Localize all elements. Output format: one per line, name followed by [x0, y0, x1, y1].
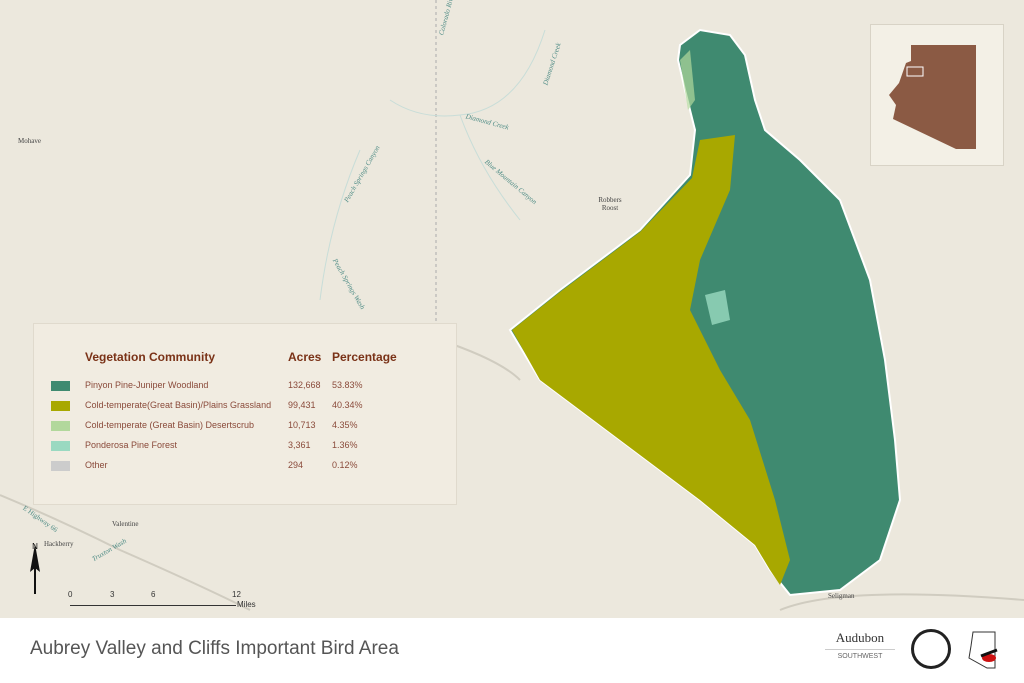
- scale-tick-label: 12: [232, 590, 241, 599]
- legend-label: Other: [85, 460, 108, 470]
- legend-panel: Vegetation Community Acres Percentage Pi…: [33, 323, 457, 505]
- legend-row: Ponderosa Pine Forest 3,361 1.36%: [34, 440, 454, 454]
- scale-tick-label: 0: [68, 590, 73, 599]
- legend-acres: 99,431: [288, 400, 316, 410]
- place-label: Hackberry: [44, 540, 74, 548]
- vegetation-desertscrub: [680, 50, 695, 110]
- map-title: Aubrey Valley and Cliffs Important Bird …: [30, 638, 399, 659]
- map-canvas[interactable]: Mohave Robbers Roost Valentine Hackberry…: [0, 0, 1024, 618]
- creek: [319, 149, 361, 301]
- legend-header-percentage: Percentage: [332, 350, 397, 364]
- legend-swatch: [51, 461, 70, 471]
- legend-acres: 10,713: [288, 420, 316, 430]
- arizona-game-fish-logo: [911, 629, 951, 669]
- legend-label: Ponderosa Pine Forest: [85, 440, 178, 450]
- legend-header-acres: Acres: [288, 350, 322, 364]
- legend-label: Pinyon Pine-Juniper Woodland: [85, 380, 209, 390]
- legend-acres: 132,668: [288, 380, 321, 390]
- legend-percentage: 53.83%: [332, 380, 363, 390]
- arizona-state-shape: [889, 45, 976, 149]
- locator-inset-map: [870, 24, 1004, 166]
- legend-row: Pinyon Pine-Juniper Woodland 132,668 53.…: [34, 380, 454, 394]
- legend-percentage: 4.35%: [332, 420, 358, 430]
- legend-label: Cold-temperate(Great Basin)/Plains Grass…: [85, 400, 272, 410]
- legend-swatch: [51, 381, 70, 391]
- map-graphics: [0, 0, 1024, 611]
- legend-percentage: 0.12%: [332, 460, 358, 470]
- legend-swatch: [51, 421, 70, 431]
- place-label: Mohave: [18, 137, 41, 145]
- legend-header-community: Vegetation Community: [85, 350, 216, 364]
- legend-row: Other 294 0.12%: [34, 460, 454, 474]
- legend-swatch: [51, 401, 70, 411]
- scale-tick-label: 3: [110, 590, 115, 599]
- north-arrow-icon: [30, 544, 40, 594]
- legend-acres: 3,361: [288, 440, 311, 450]
- place-label: Robbers Roost: [598, 196, 622, 212]
- scale-bar: 0 3 6 12 Miles: [66, 590, 266, 610]
- arizona-iba-logo: [967, 628, 1001, 672]
- creek: [389, 29, 546, 117]
- scale-tick-label: 6: [151, 590, 156, 599]
- legend-percentage: 1.36%: [332, 440, 358, 450]
- iba-locator-box: [906, 66, 924, 77]
- iba-boundary: [508, 28, 902, 597]
- vegetation-ponderosa: [705, 290, 730, 325]
- legend-label: Cold-temperate (Great Basin) Desertscrub: [85, 420, 255, 430]
- place-label: Seligman: [828, 592, 855, 600]
- creek: [459, 114, 521, 221]
- highway-66: [0, 494, 251, 611]
- vegetation-grassland: [512, 135, 790, 585]
- legend-percentage: 40.34%: [332, 400, 363, 410]
- legend-row: Cold-temperate (Great Basin) Desertscrub…: [34, 420, 454, 434]
- legend-swatch: [51, 441, 70, 451]
- legend-row: Cold-temperate(Great Basin)/Plains Grass…: [34, 400, 454, 414]
- audubon-logo: Audubon SOUTHWEST: [825, 630, 895, 660]
- scale-unit: Miles: [237, 600, 256, 609]
- road: [779, 593, 1024, 611]
- place-label: Valentine: [112, 520, 139, 528]
- legend-acres: 294: [288, 460, 304, 470]
- north-arrow: N: [28, 542, 42, 606]
- vegetation-pinyon-juniper: [508, 28, 902, 597]
- footer: Aubrey Valley and Cliffs Important Bird …: [0, 618, 1024, 683]
